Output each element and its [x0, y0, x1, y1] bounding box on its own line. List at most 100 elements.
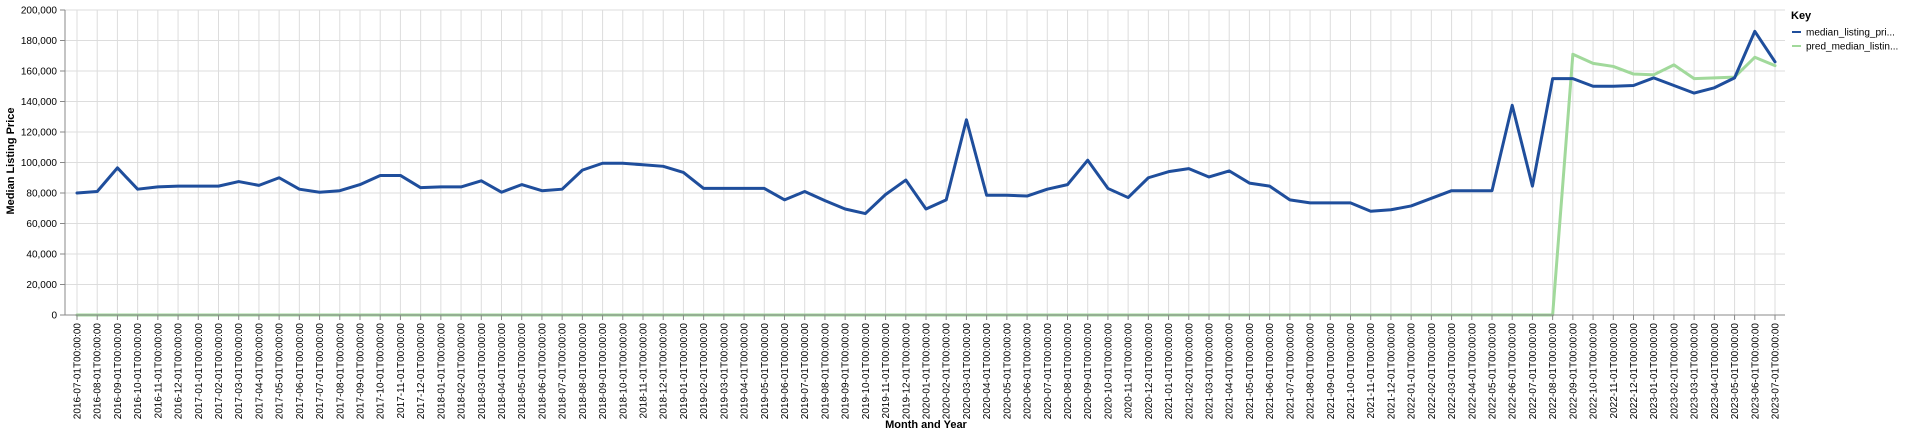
- x-tick-label: 2022-01-01T00:00:00: [1407, 323, 1418, 420]
- x-tick-label: 2022-08-01T00:00:00: [1548, 323, 1559, 420]
- x-tick-label: 2023-07-01T00:00:00: [1771, 323, 1782, 420]
- x-tick-label: 2022-06-01T00:00:00: [1508, 323, 1519, 420]
- x-tick-label: 2021-09-01T00:00:00: [1326, 323, 1337, 420]
- x-tick-label: 2020-03-01T00:00:00: [962, 323, 973, 420]
- x-tick-label: 2022-09-01T00:00:00: [1568, 323, 1579, 420]
- x-tick-label: 2018-05-01T00:00:00: [517, 323, 528, 420]
- x-tick-label: 2019-02-01T00:00:00: [699, 323, 710, 420]
- x-tick-label: 2017-01-01T00:00:00: [194, 323, 205, 420]
- x-tick-label: 2016-12-01T00:00:00: [174, 323, 185, 420]
- y-tick-label: 200,000: [21, 6, 58, 17]
- legend-label-1: pred_median_listin...: [1806, 42, 1898, 53]
- x-tick-label: 2022-11-01T00:00:00: [1609, 323, 1620, 419]
- x-tick-label: 2019-05-01T00:00:00: [760, 323, 771, 420]
- x-tick-label: 2023-06-01T00:00:00: [1750, 323, 1761, 420]
- x-tick-label: 2019-04-01T00:00:00: [740, 323, 751, 420]
- y-tick-label: 140,000: [21, 97, 58, 108]
- legend-title: Key: [1791, 10, 1812, 22]
- x-tick-label: 2020-02-01T00:00:00: [942, 323, 953, 420]
- x-tick-label: 2022-10-01T00:00:00: [1589, 323, 1600, 420]
- x-tick-label: 2016-10-01T00:00:00: [133, 323, 144, 420]
- x-tick-label: 2021-06-01T00:00:00: [1265, 323, 1276, 420]
- x-tick-label: 2023-01-01T00:00:00: [1649, 323, 1660, 420]
- x-tick-label: 2019-08-01T00:00:00: [820, 323, 831, 420]
- x-tick-label: 2020-01-01T00:00:00: [922, 323, 933, 420]
- x-tick-label: 2019-01-01T00:00:00: [679, 323, 690, 420]
- x-tick-label: 2016-08-01T00:00:00: [93, 323, 104, 420]
- x-tick-label: 2017-03-01T00:00:00: [234, 323, 245, 420]
- x-tick-label: 2018-06-01T00:00:00: [537, 323, 548, 420]
- x-tick-label: 2021-01-01T00:00:00: [1164, 323, 1175, 420]
- x-tick-label: 2019-12-01T00:00:00: [901, 323, 912, 420]
- x-tick-label: 2020-10-01T00:00:00: [1103, 323, 1114, 420]
- x-tick-label: 2017-12-01T00:00:00: [416, 323, 427, 420]
- x-tick-label: 2020-11-01T00:00:00: [1124, 323, 1135, 419]
- x-tick-label: 2018-01-01T00:00:00: [436, 323, 447, 420]
- y-tick-label: 60,000: [26, 219, 57, 230]
- y-tick-label: 40,000: [26, 250, 57, 261]
- x-tick-label: 2018-10-01T00:00:00: [618, 323, 629, 420]
- legend-items: median_listing_pri... pred_median_listin.…: [1792, 28, 1898, 53]
- y-tick-label: 160,000: [21, 67, 58, 78]
- x-tick-label: 2017-10-01T00:00:00: [376, 323, 387, 420]
- x-tick-label: 2021-02-01T00:00:00: [1184, 323, 1195, 420]
- x-tick-label: 2023-02-01T00:00:00: [1669, 323, 1680, 420]
- x-tick-label: 2020-05-01T00:00:00: [1002, 323, 1013, 420]
- x-tick-label: 2021-10-01T00:00:00: [1346, 323, 1357, 420]
- x-tick-label: 2021-08-01T00:00:00: [1306, 323, 1317, 420]
- x-tick-labels: 2016-07-01T00:00:00 2016-08-01T00:00:00 20…: [73, 323, 1782, 420]
- x-tick-label: 2023-04-01T00:00:00: [1710, 323, 1721, 420]
- x-tick-label: 2016-09-01T00:00:00: [113, 323, 124, 420]
- x-tick-label: 2017-09-01T00:00:00: [356, 323, 367, 420]
- x-tick-label: 2021-12-01T00:00:00: [1386, 323, 1397, 420]
- y-tick-label: 180,000: [21, 36, 58, 47]
- x-tick-label: 2018-12-01T00:00:00: [659, 323, 670, 420]
- x-tick-label: 2023-05-01T00:00:00: [1730, 323, 1741, 420]
- y-axis-title: Median Listing Price: [5, 108, 17, 215]
- x-tick-label: 2022-04-01T00:00:00: [1467, 323, 1478, 420]
- x-tick-label: 2018-11-01T00:00:00: [639, 323, 650, 419]
- x-tick-label: 2021-11-01T00:00:00: [1366, 323, 1377, 419]
- x-tick-label: 2017-11-01T00:00:00: [396, 323, 407, 419]
- y-tick-label: 120,000: [21, 128, 58, 139]
- x-tick-label: 2020-09-01T00:00:00: [1083, 323, 1094, 420]
- series-line-0: [75, 29, 1777, 216]
- y-tick-label: 20,000: [26, 280, 57, 291]
- x-tick-label: 2019-10-01T00:00:00: [861, 323, 872, 420]
- x-tick-label: 2022-05-01T00:00:00: [1488, 323, 1499, 420]
- x-tick-label: 2017-04-01T00:00:00: [254, 323, 265, 420]
- x-tick-label: 2016-07-01T00:00:00: [73, 323, 84, 420]
- x-tick-label: 2022-07-01T00:00:00: [1528, 323, 1539, 420]
- x-tick-label: 2020-08-01T00:00:00: [1063, 323, 1074, 420]
- x-tick-label: 2022-12-01T00:00:00: [1629, 323, 1640, 420]
- x-tick-label: 2020-06-01T00:00:00: [1023, 323, 1034, 420]
- x-tick-label: 2020-07-01T00:00:00: [1043, 323, 1054, 420]
- gridlines: [65, 9, 1785, 316]
- y-tick-labels: 0 20,000 40,000 60,000 80,000 100,000 120,000 1…: [21, 6, 58, 322]
- x-tick-label: 2021-07-01T00:00:00: [1285, 323, 1296, 420]
- x-tick-label: 2018-02-01T00:00:00: [457, 323, 468, 420]
- x-tick-label: 2020-04-01T00:00:00: [982, 323, 993, 420]
- x-tick-label: 2018-09-01T00:00:00: [598, 323, 609, 420]
- x-tick-label: 2021-04-01T00:00:00: [1225, 323, 1236, 420]
- legend-label-0: median_listing_pri...: [1806, 28, 1895, 39]
- x-tick-label: 2019-06-01T00:00:00: [780, 323, 791, 420]
- x-tick-label: 2022-02-01T00:00:00: [1427, 323, 1438, 420]
- x-tick-label: 2019-11-01T00:00:00: [881, 323, 892, 419]
- x-tick-label: 2018-03-01T00:00:00: [477, 323, 488, 420]
- axes: [60, 9, 1785, 320]
- x-tick-label: 2019-07-01T00:00:00: [800, 323, 811, 420]
- x-tick-label: 2023-03-01T00:00:00: [1690, 323, 1701, 420]
- x-tick-label: 2021-03-01T00:00:00: [1205, 323, 1216, 420]
- x-tick-label: 2019-09-01T00:00:00: [841, 323, 852, 420]
- x-tick-label: 2017-05-01T00:00:00: [275, 323, 286, 420]
- x-tick-label: 2017-07-01T00:00:00: [315, 323, 326, 420]
- x-tick-label: 2019-03-01T00:00:00: [719, 323, 730, 420]
- x-tick-label: 2018-07-01T00:00:00: [558, 323, 569, 420]
- y-tick-label: 80,000: [26, 189, 57, 200]
- x-tick-label: 2021-05-01T00:00:00: [1245, 323, 1256, 420]
- x-tick-label: 2017-02-01T00:00:00: [214, 323, 225, 420]
- x-tick-label: 2017-06-01T00:00:00: [295, 323, 306, 420]
- x-tick-label: 2018-08-01T00:00:00: [578, 323, 589, 420]
